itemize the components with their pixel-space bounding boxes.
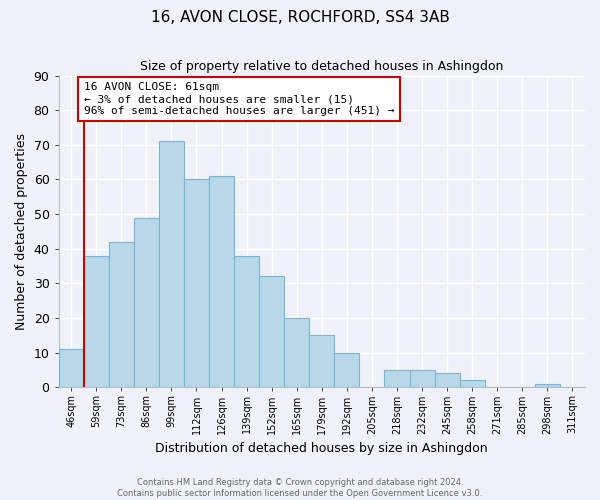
Bar [134, 218, 159, 388]
Bar [460, 380, 485, 388]
Bar [209, 176, 234, 388]
Bar [535, 384, 560, 388]
Bar [334, 352, 359, 388]
Bar [83, 256, 109, 388]
Bar [309, 336, 334, 388]
Bar [234, 256, 259, 388]
Text: 16, AVON CLOSE, ROCHFORD, SS4 3AB: 16, AVON CLOSE, ROCHFORD, SS4 3AB [151, 10, 449, 25]
Title: Size of property relative to detached houses in Ashingdon: Size of property relative to detached ho… [140, 60, 503, 73]
Bar [59, 349, 83, 388]
Bar [410, 370, 434, 388]
Bar [434, 374, 460, 388]
Text: 16 AVON CLOSE: 61sqm
← 3% of detached houses are smaller (15)
96% of semi-detach: 16 AVON CLOSE: 61sqm ← 3% of detached ho… [83, 82, 394, 116]
Bar [385, 370, 410, 388]
Bar [284, 318, 309, 388]
Bar [159, 142, 184, 388]
Y-axis label: Number of detached properties: Number of detached properties [15, 133, 28, 330]
Bar [109, 242, 134, 388]
Text: Contains HM Land Registry data © Crown copyright and database right 2024.
Contai: Contains HM Land Registry data © Crown c… [118, 478, 482, 498]
X-axis label: Distribution of detached houses by size in Ashingdon: Distribution of detached houses by size … [155, 442, 488, 455]
Bar [259, 276, 284, 388]
Bar [184, 180, 209, 388]
